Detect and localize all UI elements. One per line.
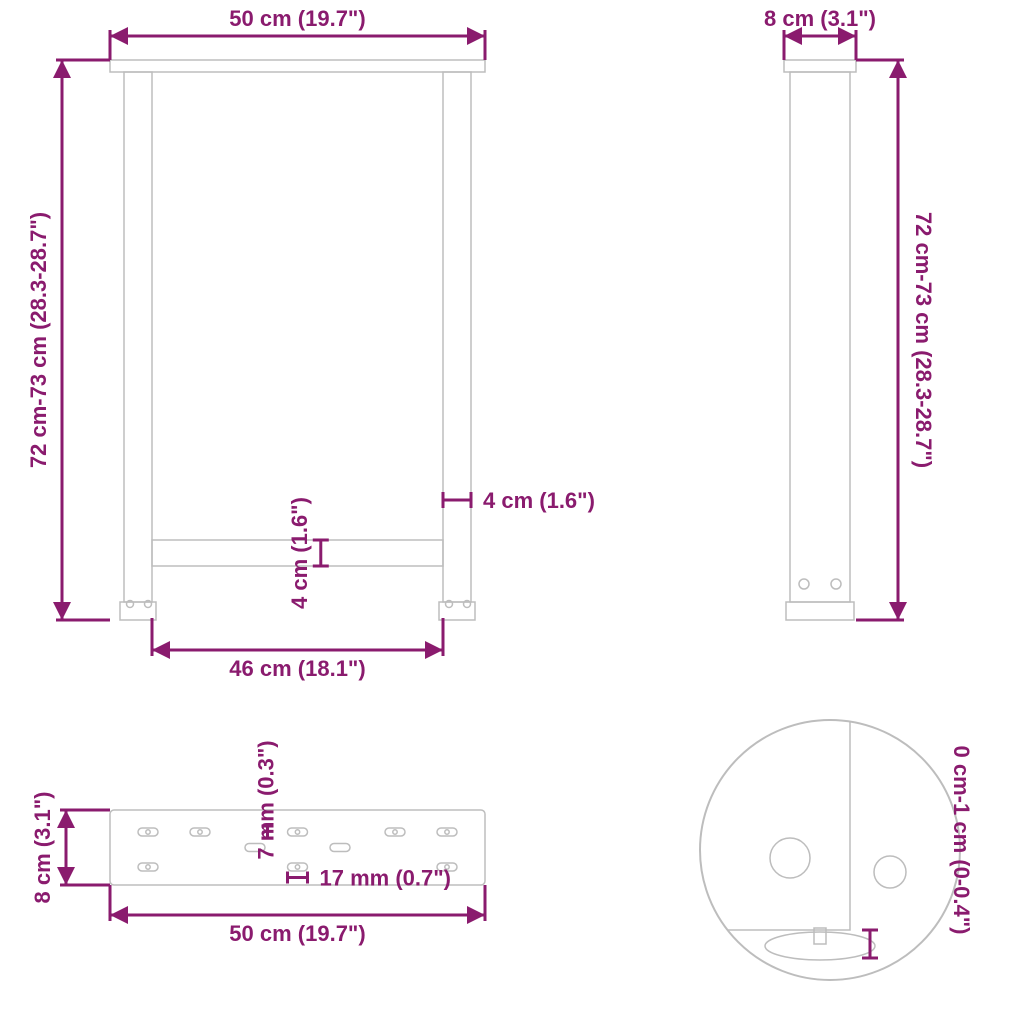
dim-front-bar-h: 4 cm (1.6") xyxy=(287,497,312,609)
dim-front-inner: 46 cm (18.1") xyxy=(229,656,365,681)
dim-front-left: 72 cm-73 cm (28.3-28.7") xyxy=(26,212,51,468)
dim-plate-bottom: 50 cm (19.7") xyxy=(229,921,365,946)
dim-side-top: 8 cm (3.1") xyxy=(764,6,876,31)
detail-foot xyxy=(680,700,906,960)
dim-plate-slot-h: 7 mm (0.3") xyxy=(254,740,279,859)
dim-front-leg-w: 4 cm (1.6") xyxy=(483,488,595,513)
detail-circle xyxy=(700,720,960,980)
dim-foot-adj: 0 cm-1 cm (0-0.4") xyxy=(949,746,974,935)
dim-side-right: 72 cm-73 cm (28.3-28.7") xyxy=(911,212,936,468)
dim-front-top: 50 cm (19.7") xyxy=(229,6,365,31)
dim-plate-slot-w: 17 mm (0.7") xyxy=(320,866,451,891)
dim-plate-left: 8 cm (3.1") xyxy=(30,792,55,904)
